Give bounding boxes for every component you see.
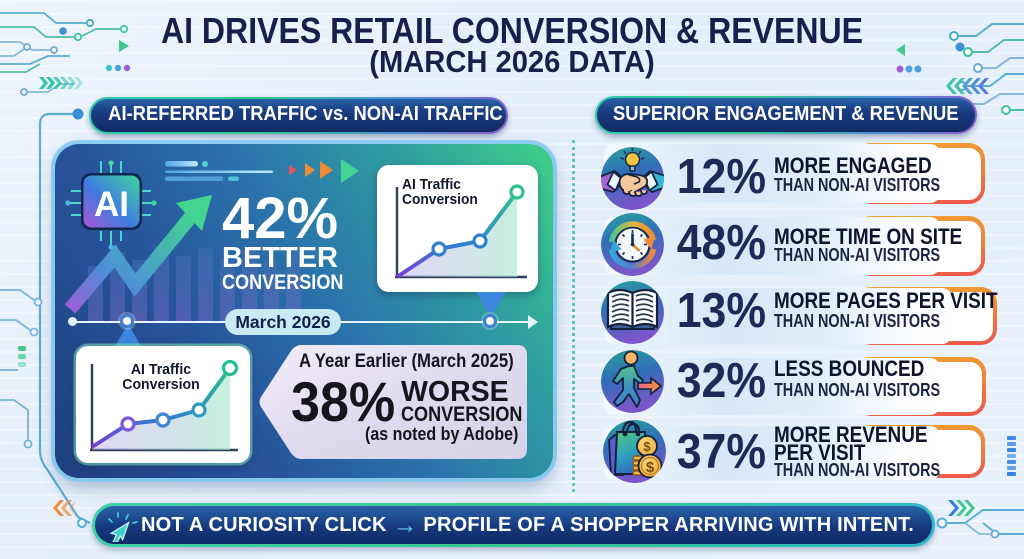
svg-text:$: $ — [643, 439, 651, 454]
svg-text:$: $ — [646, 459, 655, 476]
svg-text:AI: AI — [94, 185, 129, 224]
